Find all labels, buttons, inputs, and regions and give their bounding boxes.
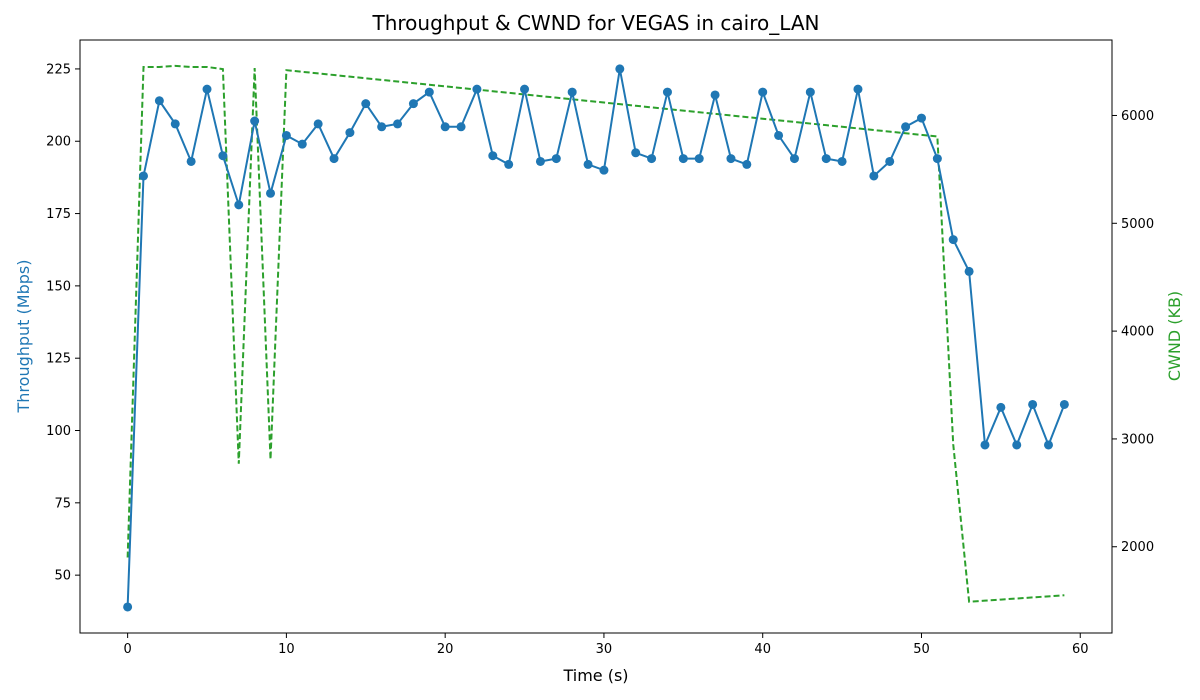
throughput-point — [234, 200, 244, 210]
cwnd-series — [126, 64, 1065, 603]
left-y-tick-label: 75 — [54, 496, 71, 511]
throughput-point — [885, 156, 895, 166]
x-axis-ticks: 0 10 20 30 40 50 60 — [123, 633, 1089, 657]
throughput-point — [551, 154, 561, 164]
right-y-tick-label: 2000 — [1121, 540, 1154, 555]
throughput-point — [583, 159, 593, 169]
throughput-point — [202, 84, 212, 94]
throughput-point — [662, 87, 672, 97]
throughput-point — [488, 151, 498, 161]
throughput-point — [710, 90, 720, 100]
left-y-tick-label: 150 — [46, 279, 71, 294]
throughput-series — [123, 64, 1069, 612]
throughput-point — [393, 119, 403, 129]
throughput-point — [297, 139, 307, 149]
throughput-point — [647, 154, 657, 164]
throughput-point — [996, 402, 1006, 412]
right-axis-ticks: 2000 3000 4000 5000 6000 — [1112, 109, 1154, 555]
x-axis-label: Time (s) — [562, 666, 628, 685]
throughput-point — [631, 148, 641, 158]
throughput-point — [250, 116, 260, 126]
throughput-point — [758, 87, 768, 97]
throughput-point — [948, 235, 958, 245]
x-tick-label: 30 — [596, 642, 613, 657]
throughput-point — [170, 119, 180, 129]
throughput-point — [599, 165, 609, 175]
throughput-point — [869, 171, 879, 181]
x-tick-label: 20 — [437, 642, 454, 657]
left-axis-ticks: 50 75 100 125 150 175 200 225 — [46, 62, 80, 584]
right-y-tick-label: 4000 — [1121, 325, 1154, 340]
cwnd-line — [126, 64, 1065, 603]
throughput-point — [1059, 399, 1069, 409]
x-tick-label: 0 — [123, 642, 131, 657]
right-y-axis-label: CWND (KB) — [1165, 291, 1184, 381]
throughput-point — [266, 188, 276, 198]
throughput-point — [504, 159, 514, 169]
throughput-point — [1028, 399, 1038, 409]
throughput-point — [821, 154, 831, 164]
throughput-point — [567, 87, 577, 97]
throughput-point — [440, 122, 450, 132]
right-y-tick-label: 3000 — [1121, 432, 1154, 447]
throughput-point — [1012, 440, 1022, 450]
throughput-point — [313, 119, 323, 129]
throughput-point — [520, 84, 530, 94]
throughput-point — [186, 156, 196, 166]
throughput-point — [535, 156, 545, 166]
x-tick-label: 60 — [1072, 642, 1089, 657]
throughput-point — [472, 84, 482, 94]
chart-title: Throughput & CWND for VEGAS in cairo_LAN — [371, 11, 819, 35]
throughput-point — [742, 159, 752, 169]
x-tick-label: 40 — [754, 642, 771, 657]
throughput-point — [932, 154, 942, 164]
throughput-point — [837, 156, 847, 166]
throughput-point — [456, 122, 466, 132]
throughput-point — [361, 99, 371, 109]
throughput-point — [694, 154, 704, 164]
x-tick-label: 50 — [913, 642, 930, 657]
throughput-point — [139, 171, 149, 181]
left-y-tick-label: 50 — [54, 569, 71, 584]
plot-background — [80, 40, 1112, 633]
throughput-point — [345, 128, 355, 138]
throughput-point — [774, 130, 784, 140]
throughput-point — [964, 266, 974, 276]
throughput-point — [218, 151, 228, 161]
throughput-point — [789, 154, 799, 164]
throughput-point — [329, 154, 339, 164]
throughput-point — [281, 130, 291, 140]
right-y-tick-label: 6000 — [1121, 109, 1154, 124]
x-tick-label: 10 — [278, 642, 295, 657]
throughput-point — [1043, 440, 1053, 450]
left-y-tick-label: 200 — [46, 135, 71, 150]
throughput-point — [726, 154, 736, 164]
left-y-tick-label: 100 — [46, 424, 71, 439]
throughput-point — [853, 84, 863, 94]
left-y-axis-label: Throughput (Mbps) — [14, 260, 33, 414]
throughput-point — [916, 113, 926, 123]
throughput-point — [805, 87, 815, 97]
throughput-point — [615, 64, 625, 74]
left-y-tick-label: 125 — [46, 352, 71, 367]
left-y-tick-label: 225 — [46, 62, 71, 77]
throughput-point — [377, 122, 387, 132]
plot-frame — [79, 39, 1113, 634]
right-y-tick-label: 5000 — [1121, 217, 1154, 232]
throughput-point — [424, 87, 434, 97]
throughput-point — [901, 122, 911, 132]
throughput-point — [678, 154, 688, 164]
left-y-tick-label: 175 — [46, 207, 71, 222]
throughput-point — [123, 602, 133, 612]
throughput-point — [154, 96, 164, 106]
throughput-point — [980, 440, 990, 450]
throughput-point — [408, 99, 418, 109]
